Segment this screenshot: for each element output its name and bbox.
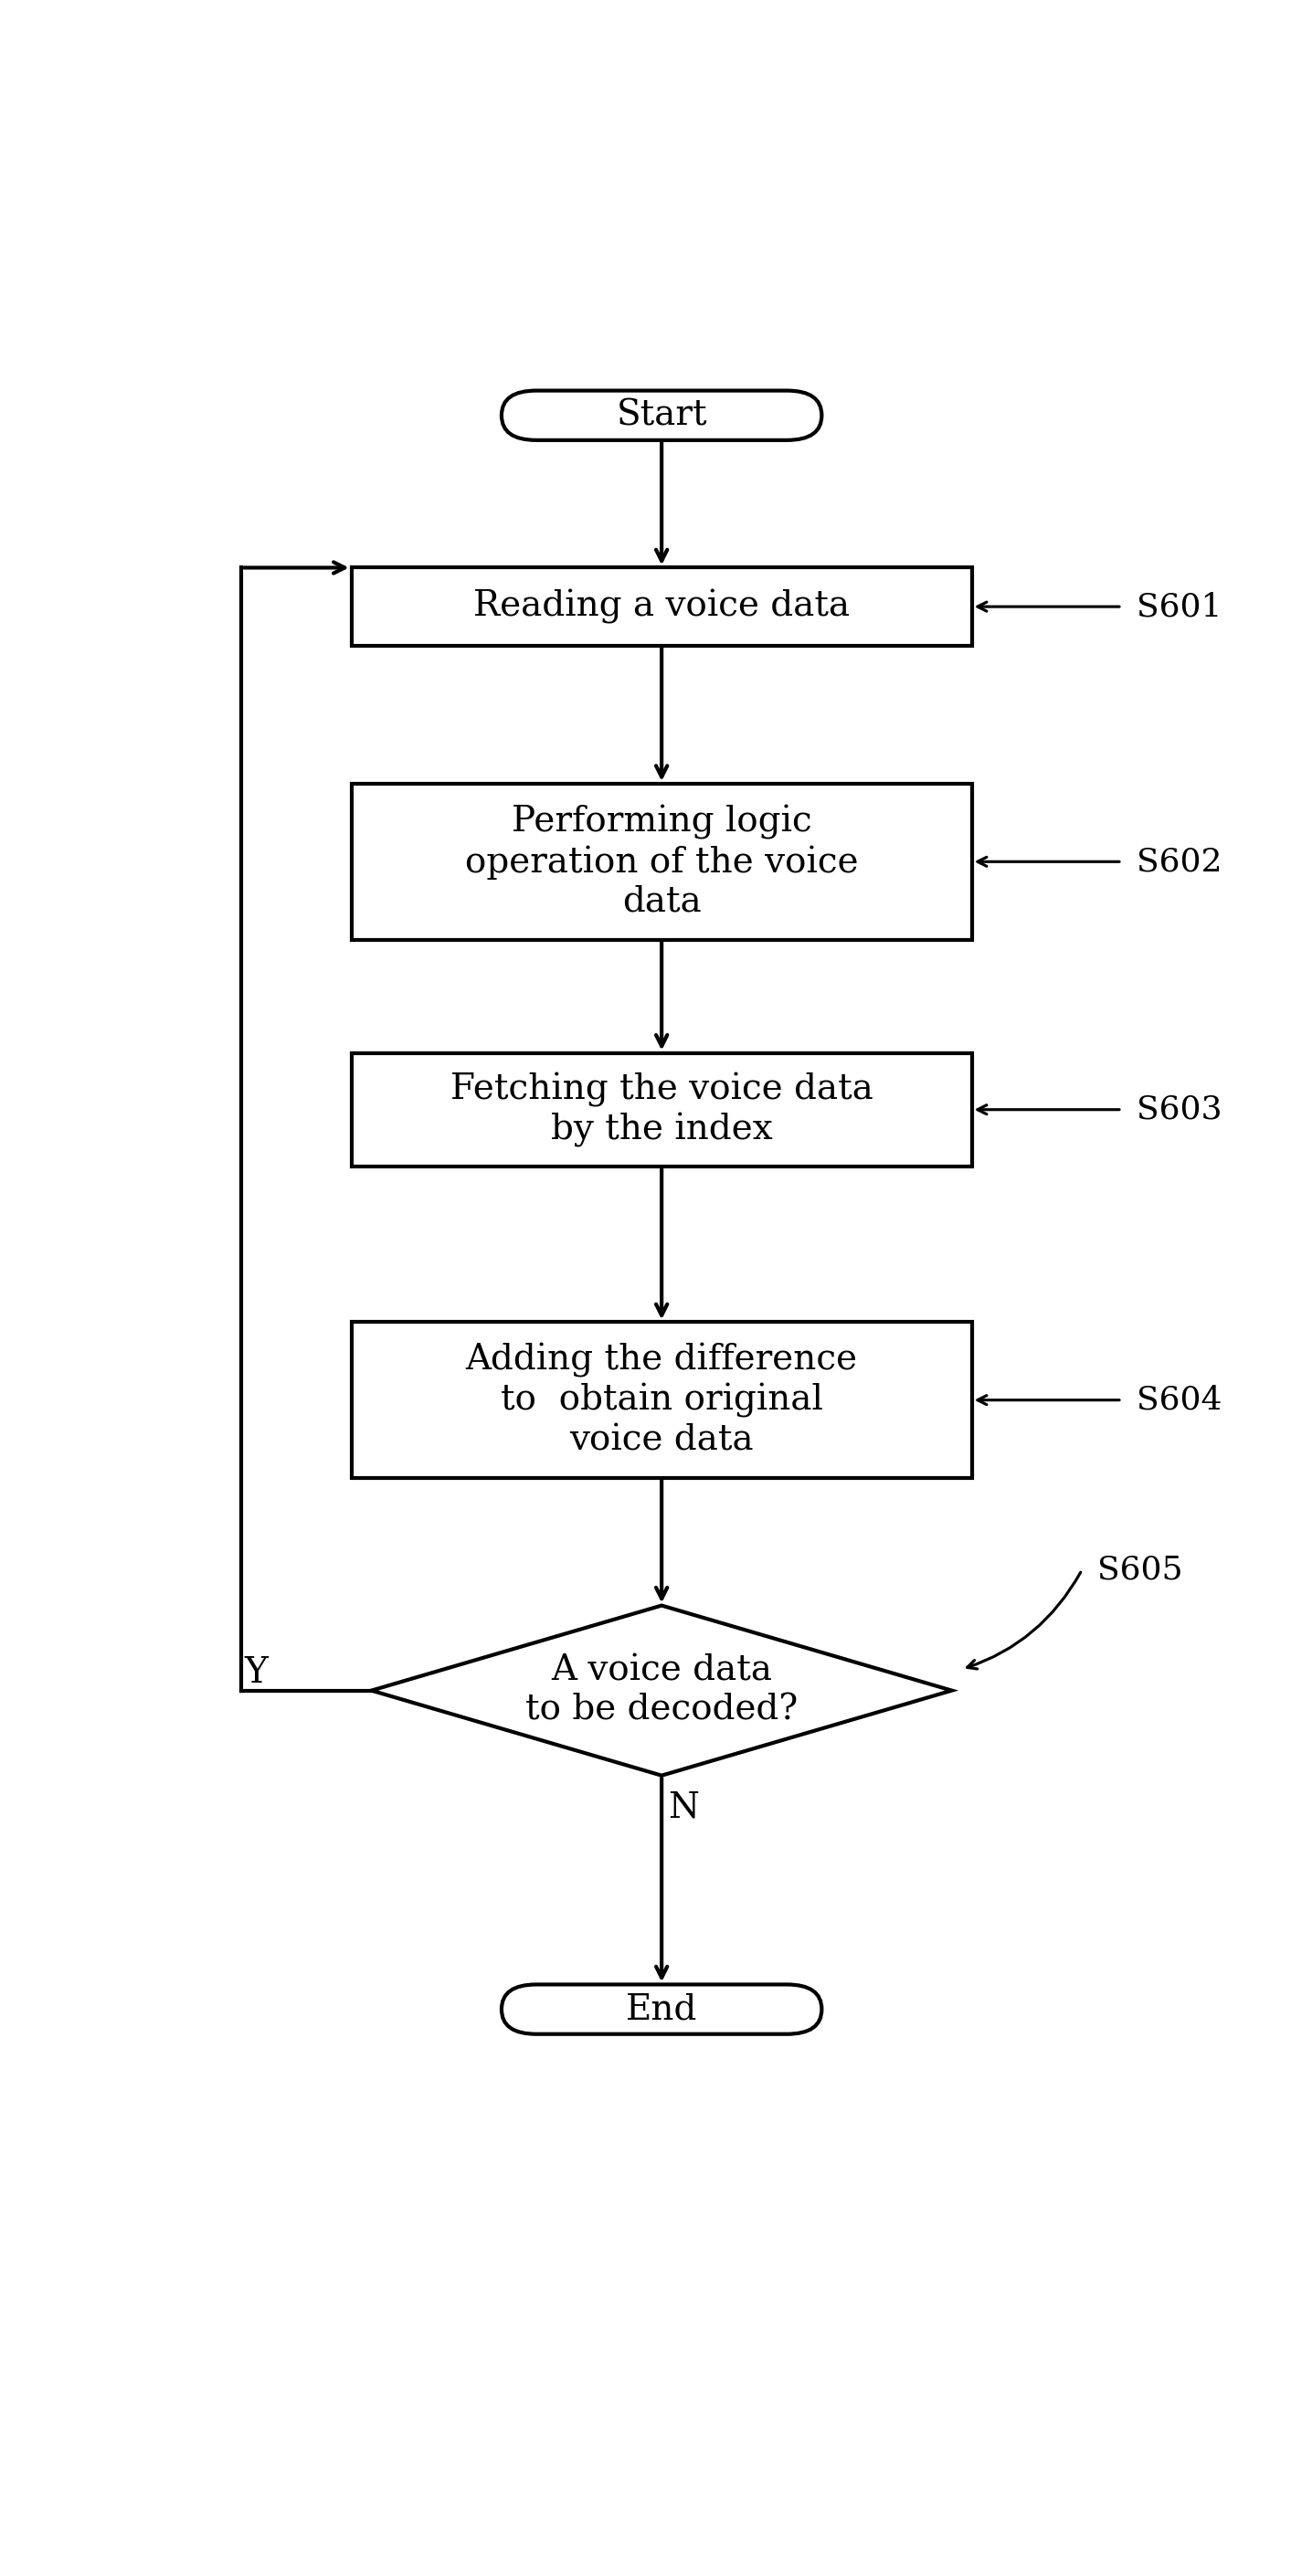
Text: Performing logic
operation of the voice
data: Performing logic operation of the voice … xyxy=(465,804,859,920)
Text: S601: S601 xyxy=(1137,590,1223,623)
Bar xyxy=(351,783,972,940)
FancyBboxPatch shape xyxy=(501,392,822,440)
Text: S605: S605 xyxy=(1097,1553,1183,1587)
Text: S602: S602 xyxy=(1137,845,1223,878)
Text: Adding the difference
to  obtain original
voice data: Adding the difference to obtain original… xyxy=(466,1342,857,1458)
Bar xyxy=(351,1321,972,1479)
Bar xyxy=(351,1054,972,1167)
Text: Start: Start xyxy=(616,399,707,433)
Polygon shape xyxy=(372,1605,951,1775)
Text: A voice data
to be decoded?: A voice data to be decoded? xyxy=(525,1654,798,1726)
Text: Reading a voice data: Reading a voice data xyxy=(474,590,849,623)
FancyBboxPatch shape xyxy=(501,1984,822,2035)
Text: End: End xyxy=(626,1991,697,2027)
Text: S603: S603 xyxy=(1137,1095,1223,1126)
Text: S604: S604 xyxy=(1137,1383,1223,1417)
Text: N: N xyxy=(669,1790,700,1824)
Text: Fetching the voice data
by the index: Fetching the voice data by the index xyxy=(451,1072,873,1146)
Bar xyxy=(351,567,972,647)
Text: Y: Y xyxy=(245,1656,269,1690)
